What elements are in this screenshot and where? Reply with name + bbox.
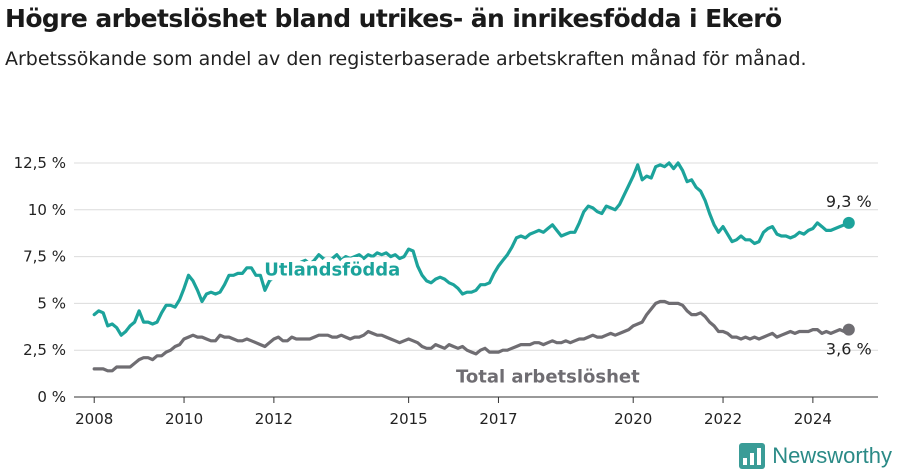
series-label-total: Total arbetslöshet (456, 366, 640, 387)
bar-chart-logo-icon (739, 443, 766, 469)
y-tick-label: 12,5 % (14, 154, 66, 172)
end-label-total: 3,6 % (826, 340, 872, 359)
series-line-total (92, 299, 851, 373)
chart-title: Högre arbetslöshet bland utrikes- än inr… (5, 4, 782, 33)
y-tick-label: 7,5 % (23, 248, 66, 266)
newsworthy-brand: Newsworthy (739, 442, 892, 470)
end-point-utlandsfodda (842, 216, 855, 229)
x-tick-label: 2015 (390, 410, 428, 428)
x-tick-label: 2020 (614, 410, 652, 428)
y-tick-label: 0 % (37, 388, 66, 406)
x-tick-label: 2017 (479, 410, 517, 428)
series-label-utlandsfodda: Utlandsfödda (264, 260, 400, 281)
x-tick-label: 2012 (255, 410, 293, 428)
chart-subtitle: Arbetssökande som andel av den registerb… (5, 48, 807, 70)
x-tick-label: 2022 (704, 410, 742, 428)
x-tick-label: 2010 (165, 410, 203, 428)
brand-name: Newsworthy (772, 443, 892, 468)
series-line-utlandsfodda (92, 161, 851, 337)
y-tick-label: 10 % (28, 201, 66, 219)
x-tick-label: 2008 (75, 410, 113, 428)
end-label-utlandsfodda: 9,3 % (826, 192, 872, 211)
end-point-total (842, 323, 855, 336)
x-tick-label: 2024 (794, 410, 832, 428)
y-tick-label: 5 % (37, 294, 66, 312)
y-tick-label: 2,5 % (23, 341, 66, 359)
